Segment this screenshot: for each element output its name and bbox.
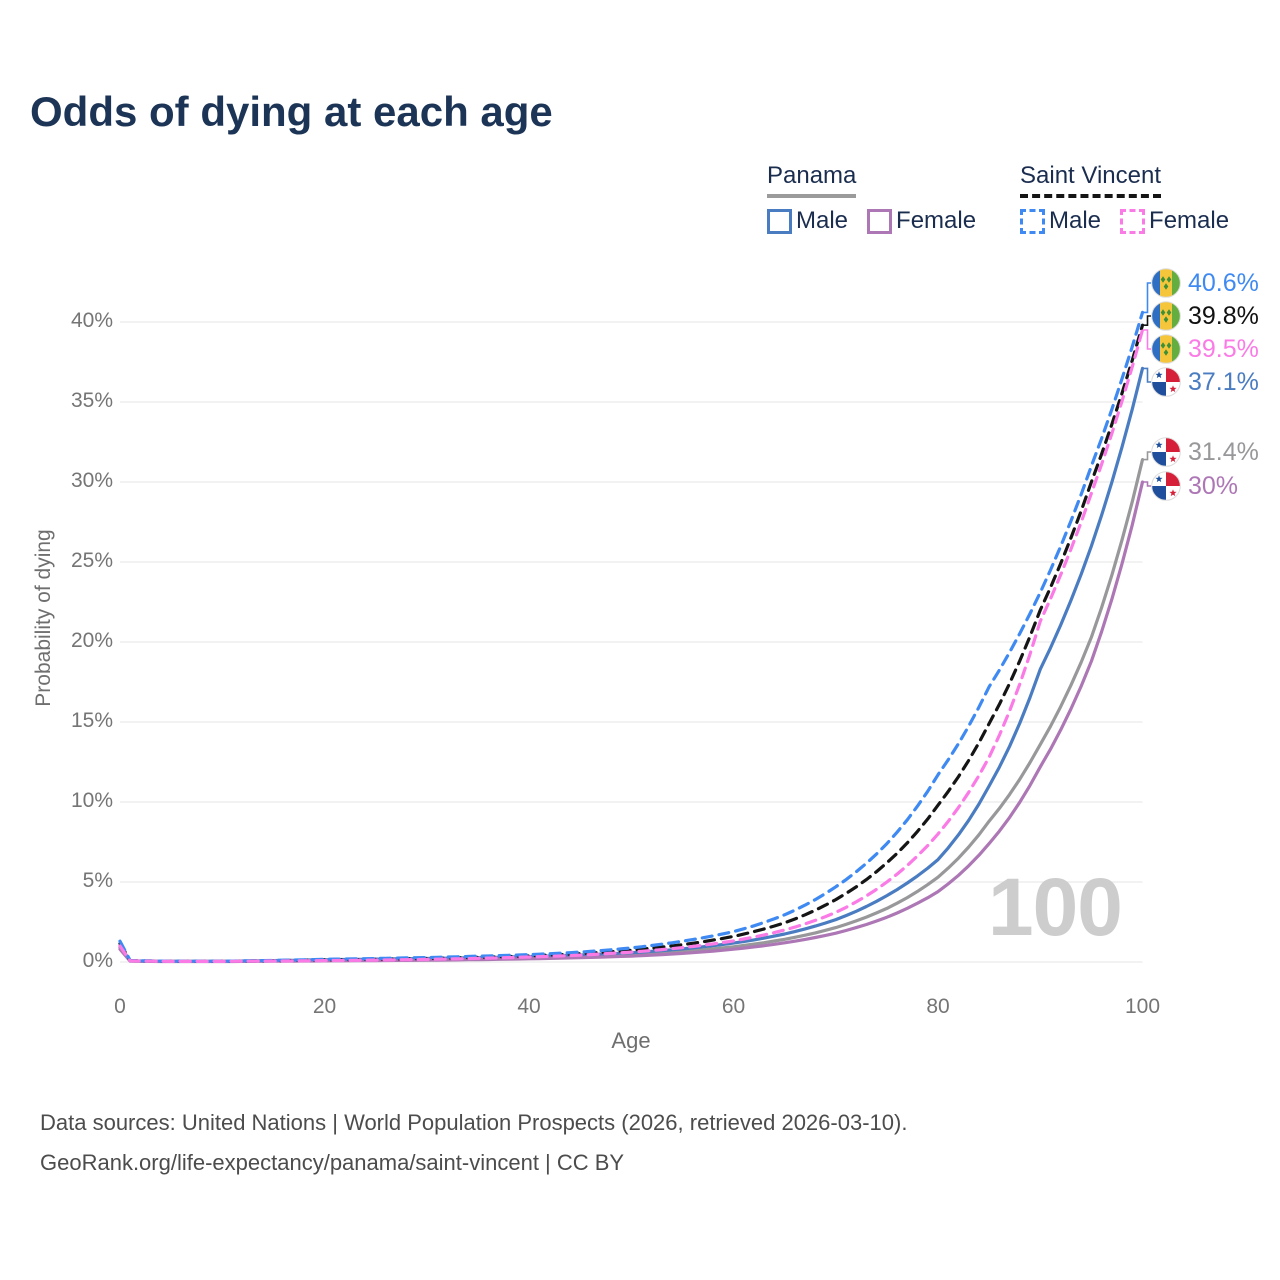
footer-attribution: GeoRank.org/life-expectancy/panama/saint… (40, 1150, 625, 1175)
footer-data-sources: Data sources: United Nations | World Pop… (40, 1110, 908, 1135)
y-tick-label: 15% (70, 709, 113, 732)
x-axis-title: Age (611, 1028, 651, 1053)
end-label-connector (1142, 282, 1151, 314)
series-line-saint-vincent-female (118, 328, 1145, 963)
saint-vincent-male-swatch-icon (1020, 208, 1045, 234)
y-tick-label: 10% (70, 789, 113, 812)
y-axis-title: Probability of dying (32, 529, 55, 707)
end-label-saint-vincent-male: 40.6% (1151, 268, 1259, 298)
legend-item-saint-vincent-male[interactable]: Male (1020, 207, 1101, 235)
x-tick-label: 60 (721, 995, 746, 1018)
saint-vincent-flag-icon (1151, 301, 1181, 331)
y-tick-label: 20% (70, 629, 113, 652)
end-label-value: 40.6% (1188, 269, 1259, 297)
legend-item-label: Female (896, 207, 977, 234)
end-label-value: 31.4% (1188, 438, 1259, 466)
legend-group-panama: Panama Male Female (767, 162, 976, 235)
end-label-connector (1142, 451, 1151, 461)
end-label-value: 39.8% (1188, 302, 1259, 330)
panama-flag-icon (1151, 471, 1181, 501)
end-label-value: 39.5% (1188, 335, 1259, 363)
end-label-connector (1142, 329, 1151, 350)
legend-items-panama: Male Female (767, 207, 976, 235)
legend-item-panama-male[interactable]: Male (767, 207, 848, 235)
panama-flag-icon (1151, 437, 1181, 467)
legend-group-saint-vincent: Saint Vincent Male Female (1020, 162, 1229, 235)
x-tick-label: 20 (312, 995, 337, 1018)
y-tick-label: 0% (82, 949, 113, 972)
panama-female-swatch-icon (867, 208, 893, 234)
end-label-value: 37.1% (1188, 368, 1259, 396)
end-label-connector (1142, 481, 1151, 487)
y-tick-label: 5% (82, 869, 113, 892)
saint-vincent-female-swatch-icon (1120, 208, 1146, 234)
x-tick-label: 0 (114, 995, 126, 1018)
y-tick-label: 35% (70, 389, 113, 412)
end-label-saint-vincent-total: 39.8% (1151, 301, 1259, 331)
legend-item-saint-vincent-female[interactable]: Female (1120, 207, 1229, 235)
end-label-saint-vincent-female: 39.5% (1151, 334, 1259, 364)
y-tick-label: 30% (70, 469, 113, 492)
panama-male-swatch-icon (767, 208, 792, 234)
legend-title-saint-vincent: Saint Vincent (1020, 162, 1161, 198)
x-tick-label: 100 (1124, 995, 1161, 1018)
x-tick-label: 40 (517, 995, 541, 1018)
legend-item-label: Male (796, 207, 849, 234)
series-line-saint-vincent-male (118, 310, 1145, 963)
page-title: Odds of dying at each age (30, 88, 553, 135)
legend-item-panama-female[interactable]: Female (867, 207, 976, 235)
legend-title-panama: Panama (767, 162, 857, 198)
end-label-panama-total: 31.4% (1151, 437, 1259, 467)
end-label-value: 30% (1188, 472, 1239, 500)
panama-flag-icon (1151, 367, 1181, 397)
legend-item-label: Male (1049, 207, 1102, 234)
y-tick-label: 40% (70, 309, 113, 332)
end-label-panama-male: 37.1% (1151, 367, 1259, 397)
saint-vincent-flag-icon (1151, 334, 1181, 364)
legend-items-saint-vincent: Male Female (1020, 207, 1229, 235)
end-label-connector (1142, 315, 1151, 327)
x-tick-label: 80 (926, 995, 950, 1018)
y-tick-label: 25% (70, 549, 113, 572)
end-label-connector (1142, 367, 1151, 383)
age-counter-watermark: 100 (988, 862, 1123, 953)
end-label-panama-female: 30% (1151, 471, 1238, 501)
saint-vincent-flag-icon (1151, 268, 1181, 298)
legend-item-label: Female (1149, 207, 1230, 234)
